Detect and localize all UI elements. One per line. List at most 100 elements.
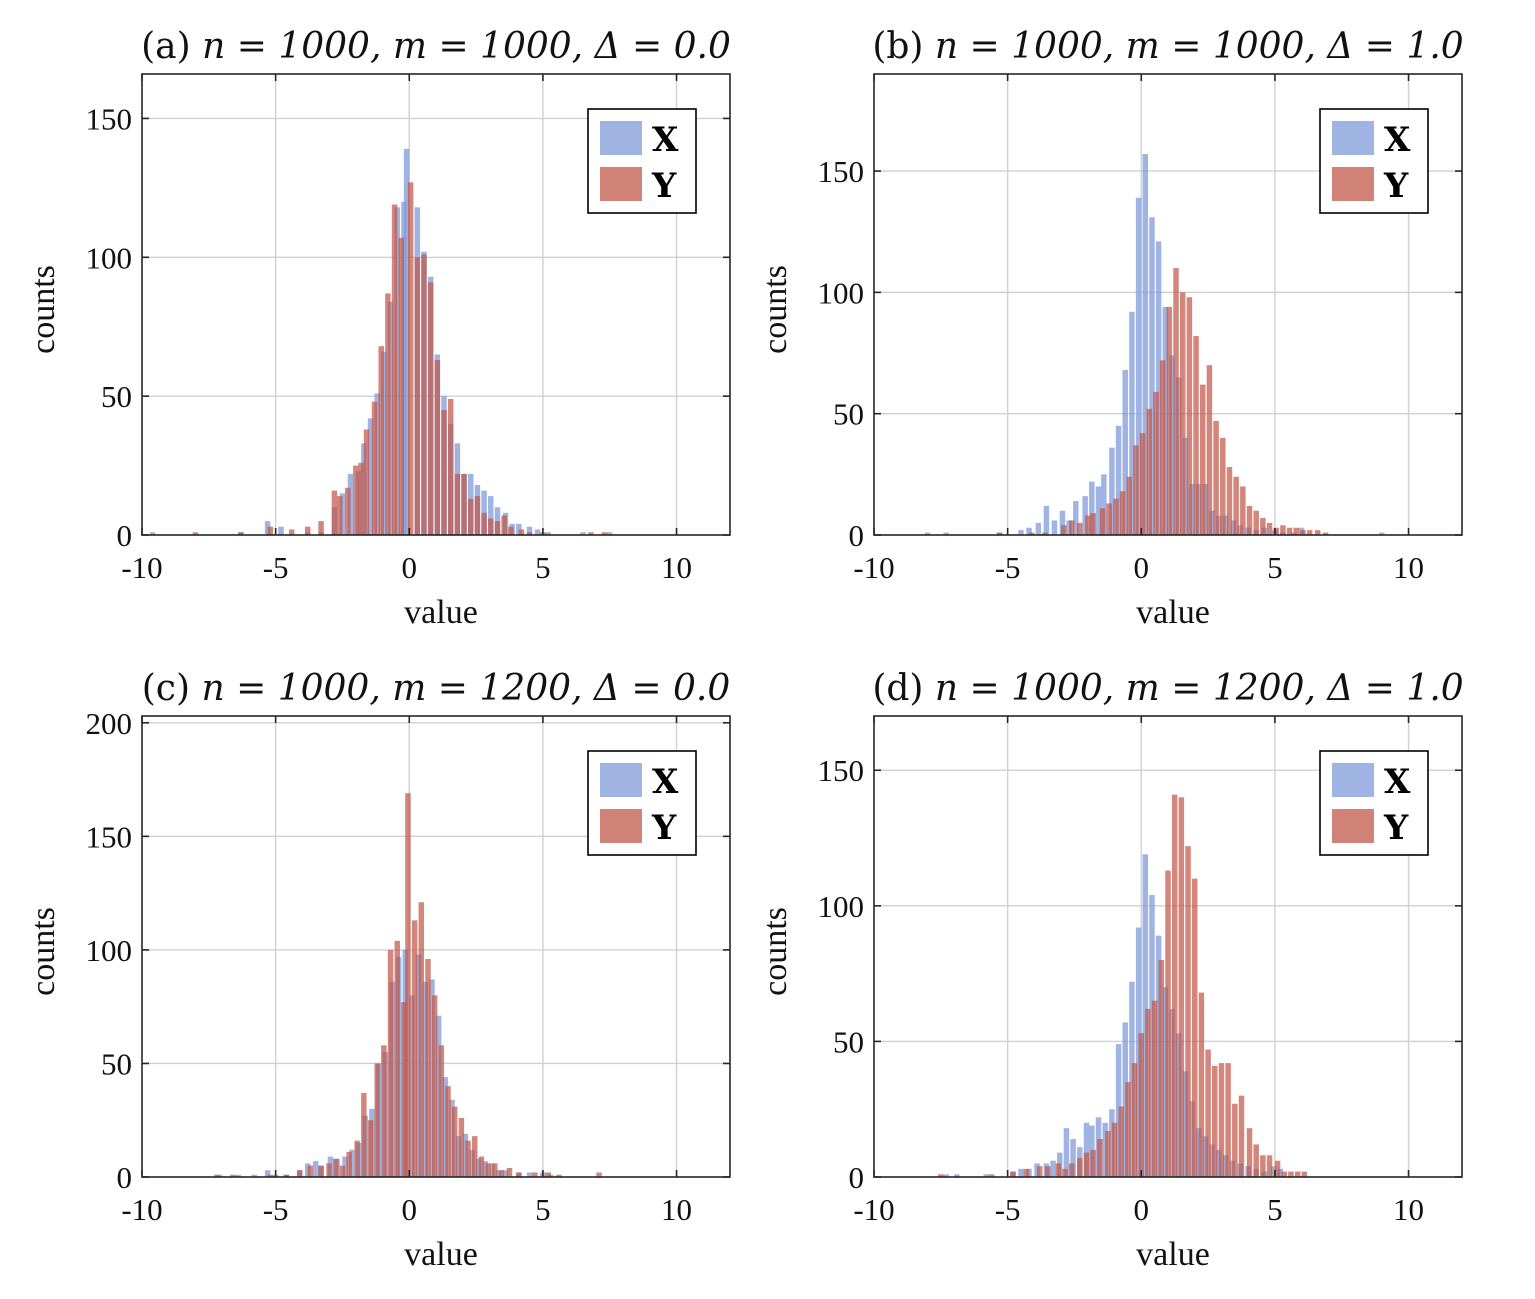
legend-swatch-Y: [1332, 167, 1374, 201]
bar-Y: Y: 0.2 → 113: [411, 920, 418, 1177]
x-tick-label: 0: [402, 1192, 418, 1227]
bar-X: X: -6.4 → 1: [235, 1174, 241, 1177]
bar-X: X: -0.1 → 139: [1135, 197, 1142, 535]
panel-b: X: -8 → 1X: -7.3 → 1X: -5.3 → 1X: -4.5 →…: [757, 26, 1464, 631]
bar-X: X: -3.55 → 12: [1043, 505, 1050, 535]
x-tick-label: -5: [263, 1192, 289, 1227]
y-tick-label: 100: [86, 240, 133, 275]
bar-Y: Y: -0.2 → 77: [401, 1002, 407, 1177]
y-axis-label: counts: [25, 265, 62, 354]
bar-Y: Y: 0.75 → 80: [1158, 960, 1165, 1177]
bar-Y: Y: -1.55 → 14: [1097, 1139, 1103, 1177]
legend: XY: [587, 108, 697, 214]
bar-Y: Y: -1.7 → 37: [361, 1092, 367, 1177]
bar-Y: Y: -2.6 → 14: [337, 496, 343, 535]
bar-Y: Y: 4.8 → 8: [1266, 1155, 1273, 1177]
x-tick-label: 10: [661, 550, 692, 585]
panel-d: X: -7.3 → 1X: -6.9 → 1X: -5.8 → 1X: -4.8…: [757, 668, 1464, 1273]
y-tick-label: 0: [849, 518, 865, 553]
title-param: Δ = 0.0: [593, 26, 731, 67]
bar-X: X: -0.1 → 139: [403, 148, 410, 535]
bar-X: X: 4.8 → 2: [534, 529, 541, 535]
bar-Y: Y: 3.05 → 6: [488, 518, 494, 535]
bar-X: X: 6.5 → 1: [580, 532, 586, 535]
bar-Y: Y: 4.55 → 7: [1260, 518, 1266, 535]
bar-Y: Y: 1.05 → 94: [1166, 306, 1173, 535]
bar-Y: Y: 1.25 → 141: [1171, 794, 1178, 1177]
bar-X: X: -2.55 → 14: [1070, 1139, 1076, 1177]
bar-Y: Y: -3.3 → 5: [318, 521, 324, 535]
bar-Y: Y: 6.1 → 2: [1301, 1171, 1308, 1177]
bar-Y: Y: 4.8 → 5: [1266, 522, 1273, 535]
bar-Y: Y: -3.5 → 4: [1044, 1166, 1051, 1177]
bar-Y: Y: -1.45 → 11: [1099, 508, 1106, 535]
bar-Y: Y: -0.55 → 119: [391, 204, 398, 535]
bar-Y: Y: 2.3 → 13: [468, 498, 474, 535]
bar-Y: Y: -0.8 → 87: [385, 293, 391, 535]
bar-Y: Y: -1.6 → 38: [363, 429, 370, 535]
bar-Y: Y: 3.75 → 30: [1238, 1095, 1245, 1177]
bar-X: X: -1.4 → 25: [1101, 474, 1107, 535]
y-tick-label: 50: [833, 1024, 864, 1059]
bar-X: X: -3.5 → 7: [312, 1161, 319, 1177]
bar-Y: Y: -2.6 → 5: [1069, 1163, 1075, 1177]
bar-Y: Y: 3.3 → 5: [494, 521, 501, 535]
bar-Y: Y: 3 → 42: [1218, 1063, 1225, 1177]
bar-Y: Y: -1 → 20: [1111, 1122, 1118, 1177]
bar-Y: Y: -0.95 → 58: [381, 1045, 387, 1177]
bar-X: X: -0.85 → 45: [1115, 425, 1122, 535]
legend-label-Y: Y: [1383, 808, 1409, 848]
legend: XY: [1319, 108, 1429, 214]
bar-Y: Y: 5.2 → 2: [545, 1172, 551, 1177]
bar-X: X: -5.8 → 1: [251, 1174, 257, 1177]
legend-label-Y: Y: [1383, 166, 1409, 206]
legend-swatch-X: [600, 763, 642, 797]
bar-Y: Y: 0.95 → 80: [431, 995, 438, 1177]
x-tick-label: -10: [121, 550, 162, 585]
bar-Y: Y: 2 → 110: [1191, 878, 1198, 1177]
bar-X: X: -3.3 → 6: [1050, 1160, 1056, 1177]
bar-X: X: 4.5 → 3: [526, 526, 533, 535]
bar-Y: Y: 0.25 → 62: [1145, 1008, 1151, 1177]
bar-Y: Y: -6.6 → 1: [230, 1174, 236, 1177]
bar-X: X: -1.45 → 42: [367, 418, 374, 535]
bar-Y: Y: -8 → 1: [192, 532, 199, 535]
bar-X: X: -1.6 → 20: [1095, 486, 1102, 535]
title-param: m = 1000,: [1126, 26, 1328, 67]
bar-Y: Y: 0.3 → 52: [1146, 408, 1153, 535]
bar-Y: Y: 3.05 → 40: [1220, 437, 1226, 535]
bar-Y: Y: 1.55 → 100: [1179, 292, 1186, 535]
bar-Y: Y: 5.6 → 1: [556, 1174, 562, 1177]
legend: XY: [1319, 750, 1429, 856]
y-tick-label: 0: [849, 1160, 865, 1195]
bar-Y: Y: 1 → 113: [1165, 870, 1171, 1177]
bar-Y: Y: 6.6 → 2: [1314, 530, 1321, 535]
bar-X: X: -1.85 → 22: [1089, 481, 1095, 535]
x-tick-label: 5: [1267, 1192, 1283, 1227]
y-tick-label: 200: [86, 706, 133, 741]
x-tick-label: 10: [1393, 550, 1424, 585]
title-param: m = 1000,: [393, 26, 595, 67]
x-tick-label: -5: [995, 1192, 1021, 1227]
bar-Y: Y: -3.7 → 5: [307, 1165, 314, 1177]
bar-X: X: 4.95 → 4: [1270, 1166, 1277, 1177]
y-tick-label: 100: [818, 889, 865, 924]
bar-Y: Y: -2 → 25: [353, 465, 359, 535]
bar-Y: Y: 1.8 → 98: [1186, 297, 1193, 535]
bar-Y: Y: 0.45 → 121: [418, 902, 425, 1177]
bar-Y: Y: 0.8 → 91: [427, 282, 434, 535]
bar-Y: Y: 2.75 → 41: [1212, 1065, 1218, 1177]
bar-X: X: 4.5 → 2: [526, 1172, 533, 1177]
bar-Y: Y: 0.05 → 127: [407, 182, 414, 535]
bar-Y: Y: 2.05 → 22: [461, 473, 467, 535]
bar-Y: Y: -3.6 → 1: [1042, 532, 1048, 535]
bar-Y: Y: -0.05 → 169: [405, 793, 411, 1177]
axes-frame: [141, 715, 731, 1178]
bar-Y: Y: -1.45 → 25: [367, 1120, 374, 1177]
x-tick-label: 5: [535, 1192, 551, 1227]
legend-swatch-X: [600, 121, 642, 155]
bar-X: X: -6.9 → 1: [954, 1174, 960, 1177]
bar-Y: Y: -2.25 → 11: [346, 1152, 352, 1177]
y-tick-label: 50: [833, 397, 864, 432]
x-tick-label: 0: [1134, 550, 1150, 585]
